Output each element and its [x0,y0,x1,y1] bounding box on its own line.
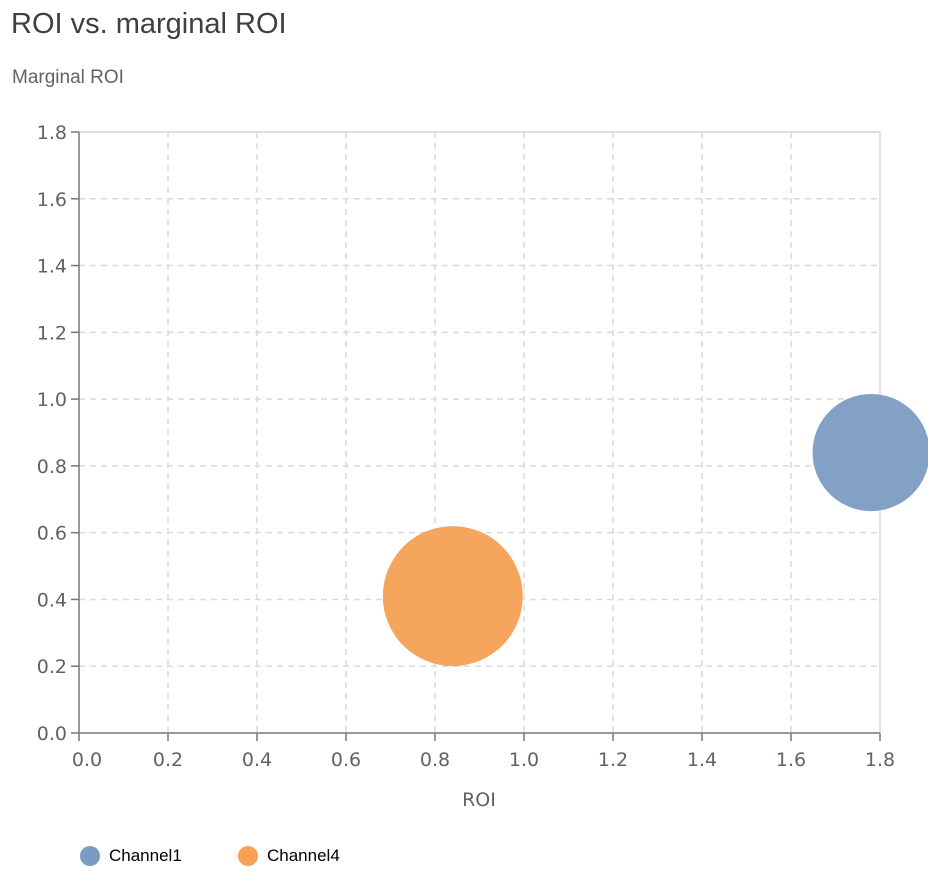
x-tick-label: 1.2 [598,749,628,771]
y-axis-label: Marginal ROI [12,67,124,88]
legend-label: Channel1 [109,846,182,865]
legend-swatch [238,846,258,866]
x-tick-label: 1.0 [509,749,539,771]
y-tick-label: 1.6 [37,189,67,211]
y-tick-label: 1.2 [37,322,67,344]
legend-item-channel1[interactable]: Channel1 [80,846,182,866]
x-tick-label: 1.4 [687,749,717,771]
x-tick-label: 0.6 [331,749,361,771]
x-tick-label: 1.6 [776,749,806,771]
y-tick-label: 0.8 [37,456,67,478]
y-tick-label: 0.6 [37,523,67,545]
y-tick-label: 0.4 [37,589,67,611]
x-tick-label: 0.8 [420,749,450,771]
y-tick-label: 1.4 [37,256,67,278]
legend-swatch [80,846,100,866]
x-axis-label: ROI [462,789,496,811]
chart-title: ROI vs. marginal ROI [11,8,287,40]
y-tick-label: 0.0 [37,723,67,745]
legend-item-channel4[interactable]: Channel4 [238,846,340,866]
x-tick-label: 1.8 [865,749,895,771]
y-tick-label: 1.8 [37,122,67,144]
y-tick-label: 1.0 [37,389,67,411]
bubble-channel4 [382,526,523,667]
x-tick-label: 0.0 [72,749,102,771]
x-tick-label: 0.4 [242,749,272,771]
y-tick-label: 0.2 [37,656,67,678]
x-tick-label: 0.2 [153,749,183,771]
bubble-channel1 [812,393,928,512]
legend-label: Channel4 [267,846,340,865]
